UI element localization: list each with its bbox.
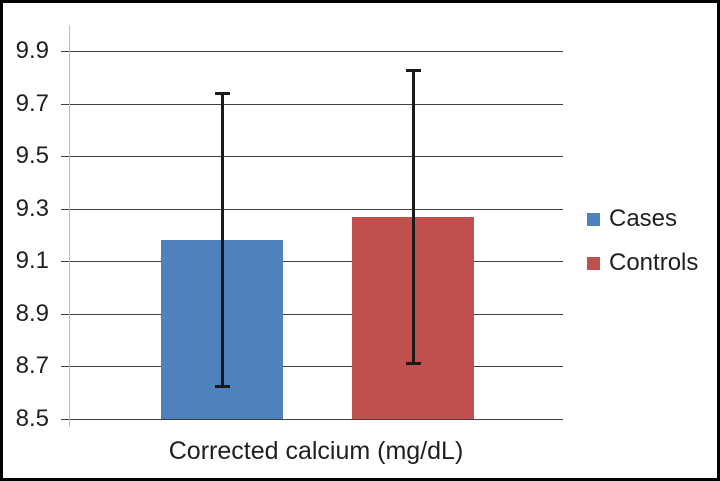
legend-swatch-controls <box>587 256 600 270</box>
error-bar-cap-bottom-controls <box>406 362 421 365</box>
y-tick-label-8.7: 8.7 <box>15 352 49 379</box>
chart-canvas: 9.9 9.7 9.5 9.3 9.1 8.9 8.7 8.5 Corrected calci… <box>3 3 717 478</box>
y-tick-label-8.9: 8.9 <box>15 300 49 327</box>
x-axis-label: Corrected calcium (mg/dL) <box>168 437 464 465</box>
legend-swatch-cases <box>587 212 600 226</box>
y-axis-line <box>69 25 70 427</box>
gridline-9.9 <box>61 51 563 52</box>
y-tick-label-9.1: 9.1 <box>15 247 49 274</box>
gridline-9.7 <box>61 104 563 105</box>
y-tick-label-8.5: 8.5 <box>15 405 49 432</box>
gridline-9.3 <box>61 209 563 210</box>
y-tick-label-9.9: 9.9 <box>15 37 49 64</box>
gridline-8.9 <box>61 314 563 315</box>
y-tick-label-9.7: 9.7 <box>15 90 49 117</box>
y-tick-label-9.5: 9.5 <box>15 142 49 169</box>
legend-label-cases: Cases <box>609 205 678 232</box>
error-bar-cap-bottom-cases <box>215 385 230 388</box>
gridline-9.1 <box>61 261 563 262</box>
legend-item-cases: Cases <box>587 203 698 235</box>
error-bar-cap-top-cases <box>215 92 230 95</box>
y-tick-label-9.3: 9.3 <box>15 195 49 222</box>
error-bar-cap-top-controls <box>406 69 421 72</box>
gridline-8.7 <box>61 366 563 367</box>
error-bar-line-controls <box>412 70 415 364</box>
legend-label-controls: Controls <box>609 249 699 276</box>
legend-item-controls: Controls <box>587 247 698 279</box>
gridline-9.5 <box>61 156 563 157</box>
gridline-8.5 <box>61 419 563 420</box>
error-bar-line-cases <box>221 93 224 387</box>
legend: Cases Controls <box>587 203 698 279</box>
